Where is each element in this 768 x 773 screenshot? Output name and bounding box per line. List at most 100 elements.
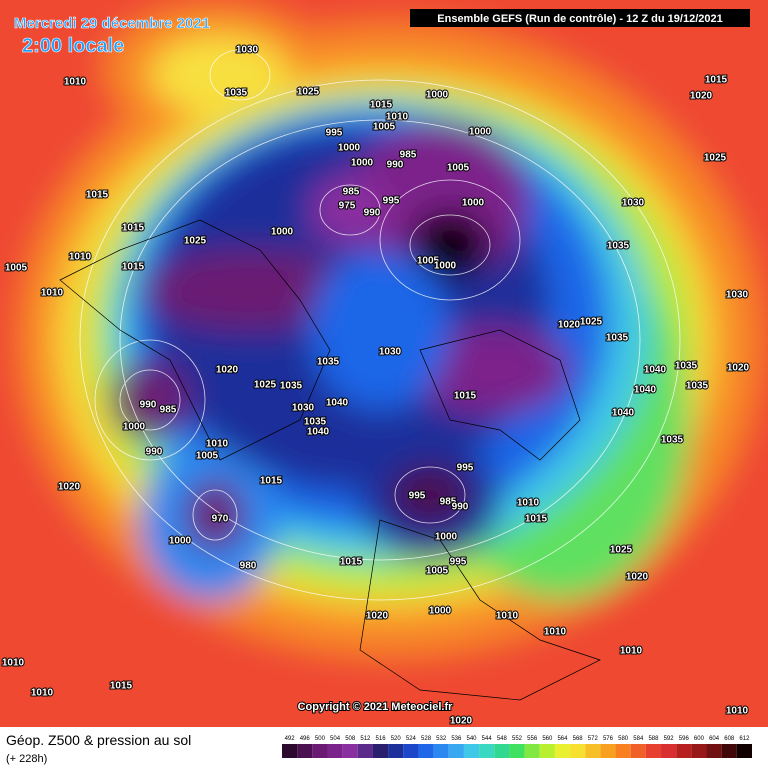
scale-label: 580 — [618, 736, 629, 742]
scale-label: 612 — [739, 736, 750, 742]
scale-swatch — [600, 744, 616, 758]
isobar-label: 1020 — [727, 363, 750, 374]
isobar-label: 1015 — [122, 223, 145, 234]
isobar-label: 1015 — [340, 557, 363, 568]
isobar-label: 990 — [146, 447, 163, 458]
isobar-label: 1030 — [379, 347, 402, 358]
scale-swatch — [282, 744, 298, 758]
isobar-label: 1010 — [41, 288, 64, 299]
isobar-label: 1020 — [690, 91, 713, 102]
isobar-label: 1005 — [196, 451, 219, 462]
isobar-label: 985 — [343, 187, 360, 198]
run-banner — [410, 9, 750, 27]
scale-label: 496 — [300, 736, 311, 742]
scale-swatch — [615, 744, 631, 758]
isobar-label: 1035 — [686, 381, 709, 392]
copyright: Copyright © 2021 Meteociel.fr — [298, 701, 454, 713]
scale-swatch — [630, 744, 646, 758]
isobar-label: 990 — [140, 400, 157, 411]
scale-swatch — [661, 744, 677, 758]
isobar-label: 1005 — [417, 256, 440, 267]
scale-swatch — [645, 744, 662, 758]
scale-swatch — [312, 744, 328, 758]
isobar-label: 1010 — [206, 439, 229, 450]
isobar-label: 995 — [383, 196, 400, 207]
isobar-label: 1040 — [326, 398, 349, 409]
scale-swatch — [448, 744, 464, 758]
scale-label: 520 — [391, 736, 402, 742]
isobar-label: 1000 — [338, 143, 361, 154]
isobar-label: 1000 — [469, 127, 492, 138]
isobar-label: 985 — [400, 150, 417, 161]
isobar-label: 1020 — [450, 716, 473, 727]
isobar-label: 1015 — [86, 190, 109, 201]
scale-swatch — [403, 744, 419, 758]
isobar-label: 995 — [409, 491, 426, 502]
scale-label: 576 — [603, 736, 614, 742]
isobar-label: 1010 — [31, 688, 54, 699]
scale-swatch — [479, 744, 495, 758]
isobar-label: 1025 — [704, 153, 727, 164]
scale-swatch — [570, 744, 586, 758]
scale-label: 536 — [451, 736, 462, 742]
isobar-label: 1015 — [525, 514, 548, 525]
scale-swatch — [554, 744, 571, 758]
isobar-label: 995 — [326, 128, 343, 139]
isobar-label: 1020 — [558, 320, 581, 331]
isobar-label: 1030 — [292, 403, 315, 414]
isobar-label: 1005 — [5, 263, 28, 274]
scale-label: 512 — [360, 736, 371, 742]
isobar-label: 1020 — [626, 572, 649, 583]
isobar-label: 990 — [387, 160, 404, 171]
scale-label: 508 — [345, 736, 356, 742]
scale-label: 552 — [512, 736, 523, 742]
isobar-label: 1010 — [64, 77, 87, 88]
scale-label: 528 — [421, 736, 432, 742]
scale-swatch — [494, 744, 510, 758]
isobar-label: 1000 — [462, 198, 485, 209]
isobar-label: 1035 — [225, 88, 248, 99]
isobar-label: 995 — [457, 463, 474, 474]
isobar-label: 985 — [160, 405, 177, 416]
isobar-label: 1040 — [634, 385, 657, 396]
isobar-label: 980 — [240, 561, 257, 572]
scale-label: 604 — [709, 736, 720, 742]
isobar-label: 1000 — [271, 227, 294, 238]
isobar-label: 1035 — [280, 381, 303, 392]
coastlines — [59, 219, 601, 701]
isobar-label: 1040 — [307, 427, 330, 438]
isobar-label: 1010 — [496, 611, 519, 622]
scale-label: 532 — [436, 736, 447, 742]
scale-label: 504 — [330, 736, 341, 742]
isobar-label: 1030 — [726, 290, 749, 301]
scale-swatch — [706, 744, 722, 758]
color-scale: 492 496 500 504 508 512 516 520 524 528 532 536 540 5… — [282, 736, 752, 758]
scale-swatch — [357, 744, 373, 758]
isobar-label: 1015 — [110, 681, 133, 692]
isobar-label: 1020 — [366, 611, 389, 622]
scale-label: 568 — [573, 736, 584, 742]
scale-label: 548 — [497, 736, 508, 742]
scale-label: 492 — [285, 736, 296, 742]
scale-label: 592 — [664, 736, 675, 742]
isobar-label: 1025 — [297, 87, 320, 98]
scale-label: 608 — [724, 736, 735, 742]
isobar-label: 1040 — [644, 365, 667, 376]
isobar-label: 985 — [440, 497, 457, 508]
isobar-label: 1025 — [184, 236, 207, 247]
scale-label: 596 — [679, 736, 690, 742]
run-info: Ensemble GEFS (Run de contrôle) - 12 Z d… — [437, 13, 722, 25]
scale-swatch — [736, 744, 752, 758]
isobar-label: 1000 — [351, 158, 374, 169]
scale-label: 560 — [542, 736, 553, 742]
isobar-label: 970 — [212, 514, 229, 525]
isobar-label: 1035 — [317, 357, 340, 368]
isobar-label: 990 — [452, 502, 469, 513]
isobar-label: 1010 — [620, 646, 643, 657]
isobar-label: 1005 — [373, 122, 396, 133]
scale-swatch — [297, 744, 313, 758]
isobar-label: 1015 — [454, 391, 477, 402]
